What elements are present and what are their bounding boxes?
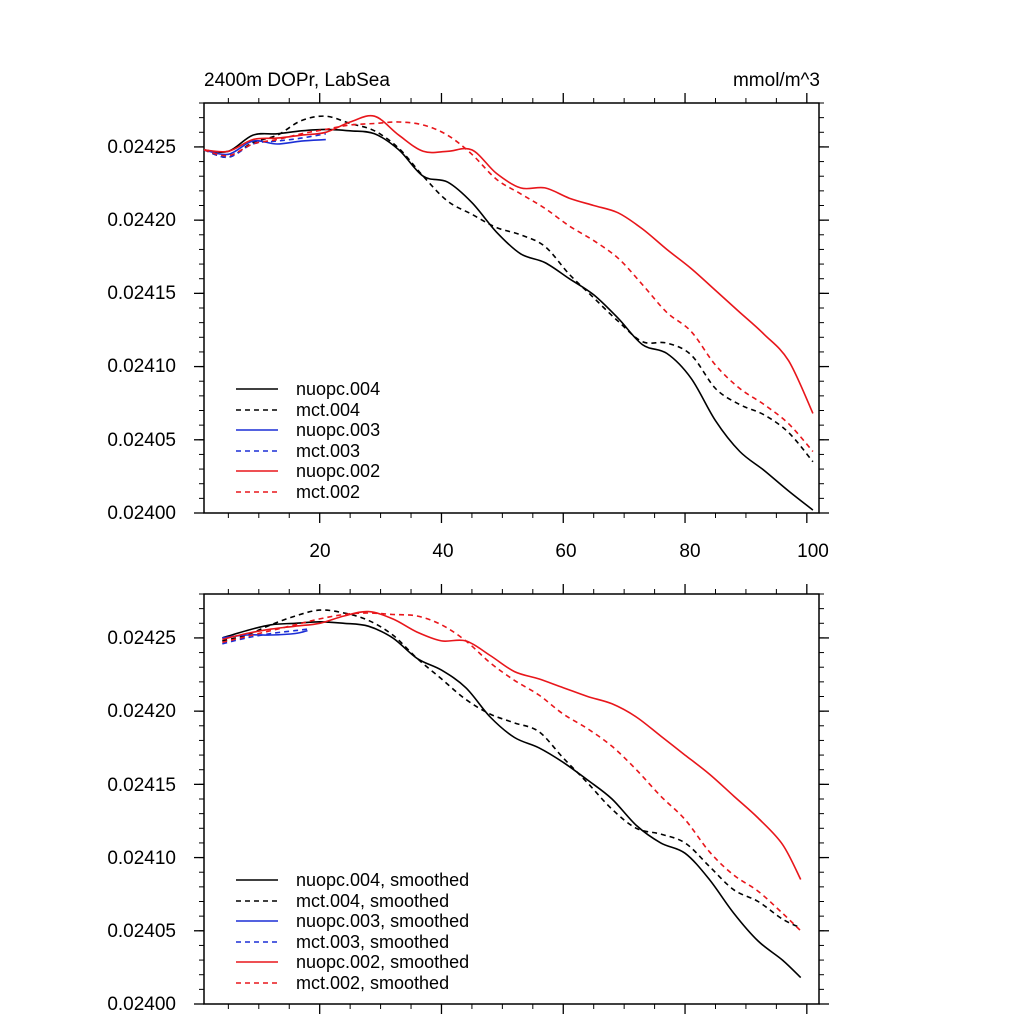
bottom-y-axis-labels: 0.02425 0.02420 0.02415 0.02410 0.02405 …: [107, 628, 176, 1015]
series-line-mct-002-smoothed: [222, 612, 802, 932]
series-line-mct-004-smoothed: [222, 609, 802, 929]
top-ytick-label: 0.02400: [107, 503, 176, 524]
top-xtick-label: 60: [555, 541, 576, 562]
top-ytick-label: 0.02405: [107, 430, 176, 451]
top-ytick-label: 0.02410: [107, 356, 176, 377]
bottom-panel: 0.02425 0.02420 0.02415 0.02410 0.02405 …: [107, 584, 829, 1015]
top-xtick-label: 80: [679, 541, 700, 562]
top-x-axis-labels: 20 40 60 80 100: [309, 541, 828, 562]
legend-label: mct.004: [296, 400, 360, 420]
top-title-left: 2400m DOPr, LabSea: [204, 70, 390, 91]
series-line-mct-003-smoothed: [222, 628, 308, 645]
bottom-legend: nuopc.004, smoothed mct.004, smoothed nu…: [236, 870, 469, 993]
top-y-axis-labels: 0.02425 0.02420 0.02415 0.02410 0.02405 …: [107, 137, 176, 524]
series-line-nuopc-002-smoothed: [222, 610, 802, 880]
bottom-ytick-label: 0.02420: [107, 701, 176, 722]
bottom-tick-marks: [194, 584, 829, 1014]
legend-label: mct.002: [296, 482, 360, 502]
top-tick-marks: [194, 93, 829, 523]
legend-label: nuopc.003: [296, 420, 380, 440]
top-ytick-label: 0.02420: [107, 210, 176, 231]
legend-label: nuopc.004, smoothed: [296, 870, 469, 890]
series-line-nuopc-004-smoothed: [222, 620, 802, 979]
series-line-mct-004: [203, 115, 814, 463]
top-title-right: mmol/m^3: [733, 70, 820, 91]
bottom-ytick-label: 0.02405: [107, 921, 176, 942]
bottom-series-lines: [222, 609, 802, 979]
top-legend: nuopc.004 mct.004 nuopc.003 mct.003 nuop…: [236, 379, 380, 502]
top-panel: 2400m DOPr, LabSea mmol/m^3 0.02425 0.02…: [107, 70, 829, 562]
bottom-ytick-label: 0.02400: [107, 994, 176, 1015]
legend-label: mct.004, smoothed: [296, 891, 449, 911]
legend-label: mct.002, smoothed: [296, 973, 449, 993]
legend-label: nuopc.002, smoothed: [296, 952, 469, 972]
series-line-mct-002: [203, 121, 814, 453]
top-xtick-label: 100: [797, 541, 829, 562]
top-xtick-label: 20: [309, 541, 330, 562]
bottom-ytick-label: 0.02410: [107, 848, 176, 869]
series-line-nuopc-004: [203, 128, 814, 511]
top-xtick-label: 40: [432, 541, 453, 562]
bottom-ytick-label: 0.02425: [107, 628, 176, 649]
series-line-nuopc-002: [203, 114, 814, 414]
bottom-ytick-label: 0.02415: [107, 775, 176, 796]
top-ytick-label: 0.02425: [107, 137, 176, 158]
top-series-lines: [203, 114, 814, 511]
top-ytick-label: 0.02415: [107, 283, 176, 304]
legend-label: nuopc.003, smoothed: [296, 911, 469, 931]
legend-label: mct.003, smoothed: [296, 932, 449, 952]
legend-label: nuopc.004: [296, 379, 380, 399]
legend-label: nuopc.002: [296, 461, 380, 481]
legend-label: mct.003: [296, 441, 360, 461]
